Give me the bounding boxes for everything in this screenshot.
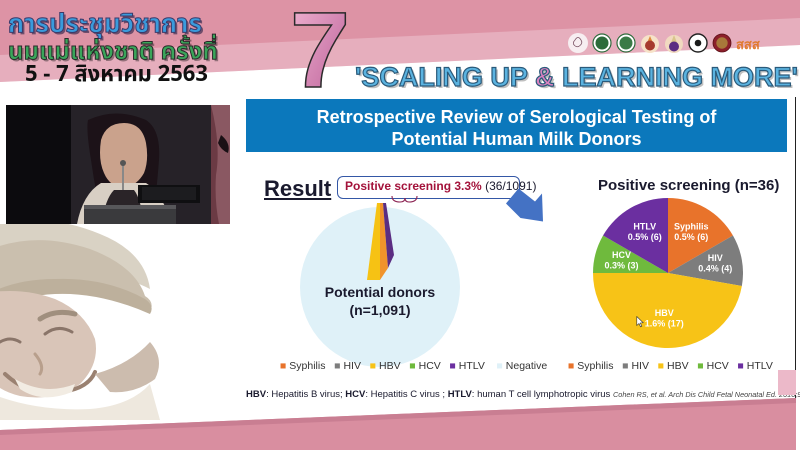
svg-text:7: 7 [290,0,350,97]
svg-text:0.3% (3): 0.3% (3) [604,261,638,271]
svg-text:0.5% (6): 0.5% (6) [674,232,708,242]
svg-text:1.6% (17): 1.6% (17) [645,318,684,328]
svg-text:0.4% (4): 0.4% (4) [698,264,732,274]
svg-text:HBV: HBV [655,308,674,318]
svg-text:สสส: สสส [736,37,760,52]
svg-text:HIV: HIV [708,253,723,263]
svg-text:Syphilis: Syphilis [674,222,709,232]
svg-text:HTLV: HTLV [633,222,656,232]
svg-text:HCV: HCV [612,250,631,260]
svg-text:0.5% (6): 0.5% (6) [628,232,662,242]
